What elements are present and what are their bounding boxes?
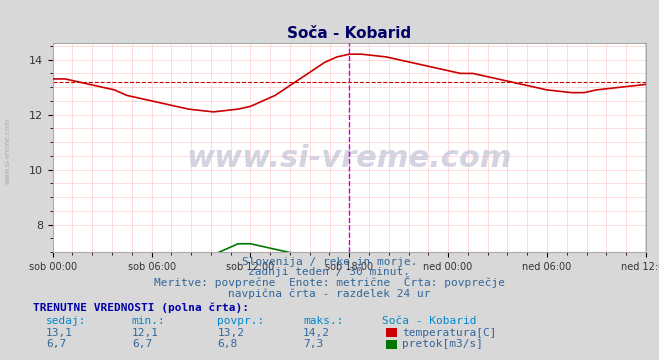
- Text: www.si-vreme.com: www.si-vreme.com: [186, 144, 512, 172]
- Text: 13,2: 13,2: [217, 328, 244, 338]
- Text: TRENUTNE VREDNOSTI (polna črta):: TRENUTNE VREDNOSTI (polna črta):: [33, 303, 249, 314]
- Text: maks.:: maks.:: [303, 316, 343, 326]
- Text: www.si-vreme.com: www.si-vreme.com: [5, 118, 11, 184]
- Text: zadnji teden / 30 minut.: zadnji teden / 30 minut.: [248, 267, 411, 278]
- Text: 6,7: 6,7: [46, 339, 67, 350]
- Text: min.:: min.:: [132, 316, 165, 326]
- Text: 6,7: 6,7: [132, 339, 152, 350]
- Text: povpr.:: povpr.:: [217, 316, 265, 326]
- Text: Soča - Kobarid: Soča - Kobarid: [382, 316, 476, 326]
- Text: 13,1: 13,1: [46, 328, 73, 338]
- Text: navpična črta - razdelek 24 ur: navpična črta - razdelek 24 ur: [228, 288, 431, 299]
- Text: temperatura[C]: temperatura[C]: [402, 328, 496, 338]
- Text: Meritve: povprečne  Enote: metrične  Črta: povprečje: Meritve: povprečne Enote: metrične Črta:…: [154, 276, 505, 288]
- Text: Slovenija / reke in morje.: Slovenija / reke in morje.: [242, 257, 417, 267]
- Text: 7,3: 7,3: [303, 339, 324, 350]
- Text: 6,8: 6,8: [217, 339, 238, 350]
- Text: pretok[m3/s]: pretok[m3/s]: [402, 339, 483, 350]
- Title: Soča - Kobarid: Soča - Kobarid: [287, 26, 411, 41]
- Text: 12,1: 12,1: [132, 328, 159, 338]
- Text: sedaj:: sedaj:: [46, 316, 86, 326]
- Text: 14,2: 14,2: [303, 328, 330, 338]
